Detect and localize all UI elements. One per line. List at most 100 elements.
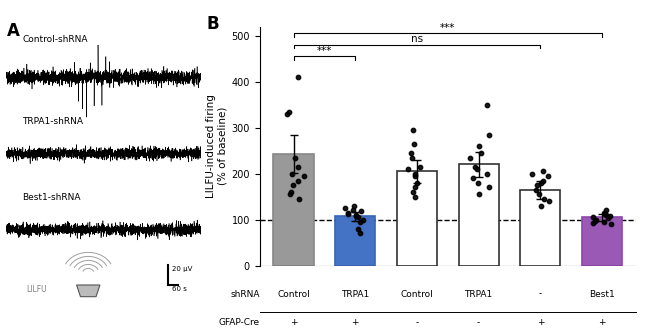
Text: ***: *** [317,45,332,55]
Point [484,185,495,190]
Point [408,189,418,195]
Point [482,102,493,107]
Text: Best1-shRNA: Best1-shRNA [22,193,80,202]
Text: LILFU: LILFU [26,285,47,294]
Point [350,212,361,218]
Point [603,215,613,221]
Y-axis label: LILFU-induced firing
(% of baseline): LILFU-induced firing (% of baseline) [206,94,227,198]
Bar [273,154,313,266]
Text: Control-shRNA: Control-shRNA [22,36,88,44]
Point [606,221,616,227]
Bar [397,171,437,266]
Point [352,226,363,231]
Text: Best1: Best1 [589,290,615,298]
Point [536,180,546,186]
Point [355,219,365,224]
Point [600,211,610,216]
Point [350,213,361,218]
Point [601,212,611,218]
Point [527,171,537,176]
Text: GFAP-Cre: GFAP-Cre [219,318,260,327]
Point [410,185,421,190]
Text: -: - [539,290,542,298]
Point [286,189,297,195]
Point [474,143,484,149]
Text: A: A [6,22,19,40]
Point [531,187,541,193]
Point [293,196,304,202]
Point [599,210,609,215]
Bar [459,164,498,266]
Point [340,206,350,211]
Point [482,171,492,176]
Bar [582,217,622,266]
Point [355,231,365,236]
Point [543,199,554,204]
Text: ***: *** [440,23,456,33]
Point [532,183,542,188]
Point [406,150,416,156]
Text: Control: Control [277,290,310,298]
Point [407,155,417,160]
Point [293,178,303,183]
Text: shRNA: shRNA [230,290,260,298]
Point [284,109,294,114]
Point [353,215,363,220]
Point [484,132,494,137]
Text: 20 μV: 20 μV [172,266,192,272]
Text: TRPA1: TRPA1 [341,290,369,298]
Point [476,150,487,156]
Polygon shape [77,285,100,297]
Text: +: + [598,318,606,327]
Point [537,169,548,174]
Point [343,210,354,215]
Text: Control: Control [400,290,434,298]
Point [289,155,300,160]
Point [543,173,553,179]
Point [282,111,293,117]
Point [468,176,478,181]
Point [415,164,425,169]
Text: +: + [352,318,359,327]
Point [349,203,359,208]
Text: B: B [207,15,219,33]
Point [293,74,303,80]
Point [590,218,600,223]
Text: +: + [537,318,544,327]
Point [465,155,475,160]
Text: -: - [477,318,480,327]
Point [408,127,418,133]
Point [473,180,484,186]
Bar [335,216,375,266]
Point [410,173,421,179]
Point [410,194,421,199]
Point [598,219,609,224]
Text: -: - [415,318,419,327]
Point [533,192,544,197]
Point [588,221,598,226]
Text: TRPA1-shRNA: TRPA1-shRNA [22,117,83,126]
Text: 60 s: 60 s [172,287,187,292]
Point [356,209,366,214]
Point [293,164,304,169]
Point [469,164,480,169]
Point [411,180,422,186]
Text: ns: ns [411,34,423,44]
Point [472,166,482,172]
Point [601,208,611,213]
Point [535,203,546,208]
Point [348,208,358,213]
Text: +: + [290,318,297,327]
Point [358,217,368,222]
Point [409,141,419,146]
Point [402,166,413,172]
Point [299,173,310,179]
Text: TRPA1: TRPA1 [465,290,493,298]
Point [604,213,615,218]
Point [287,171,297,176]
Point [343,211,353,216]
Point [288,183,299,188]
Point [587,215,598,220]
Point [539,196,550,202]
Point [410,171,421,176]
